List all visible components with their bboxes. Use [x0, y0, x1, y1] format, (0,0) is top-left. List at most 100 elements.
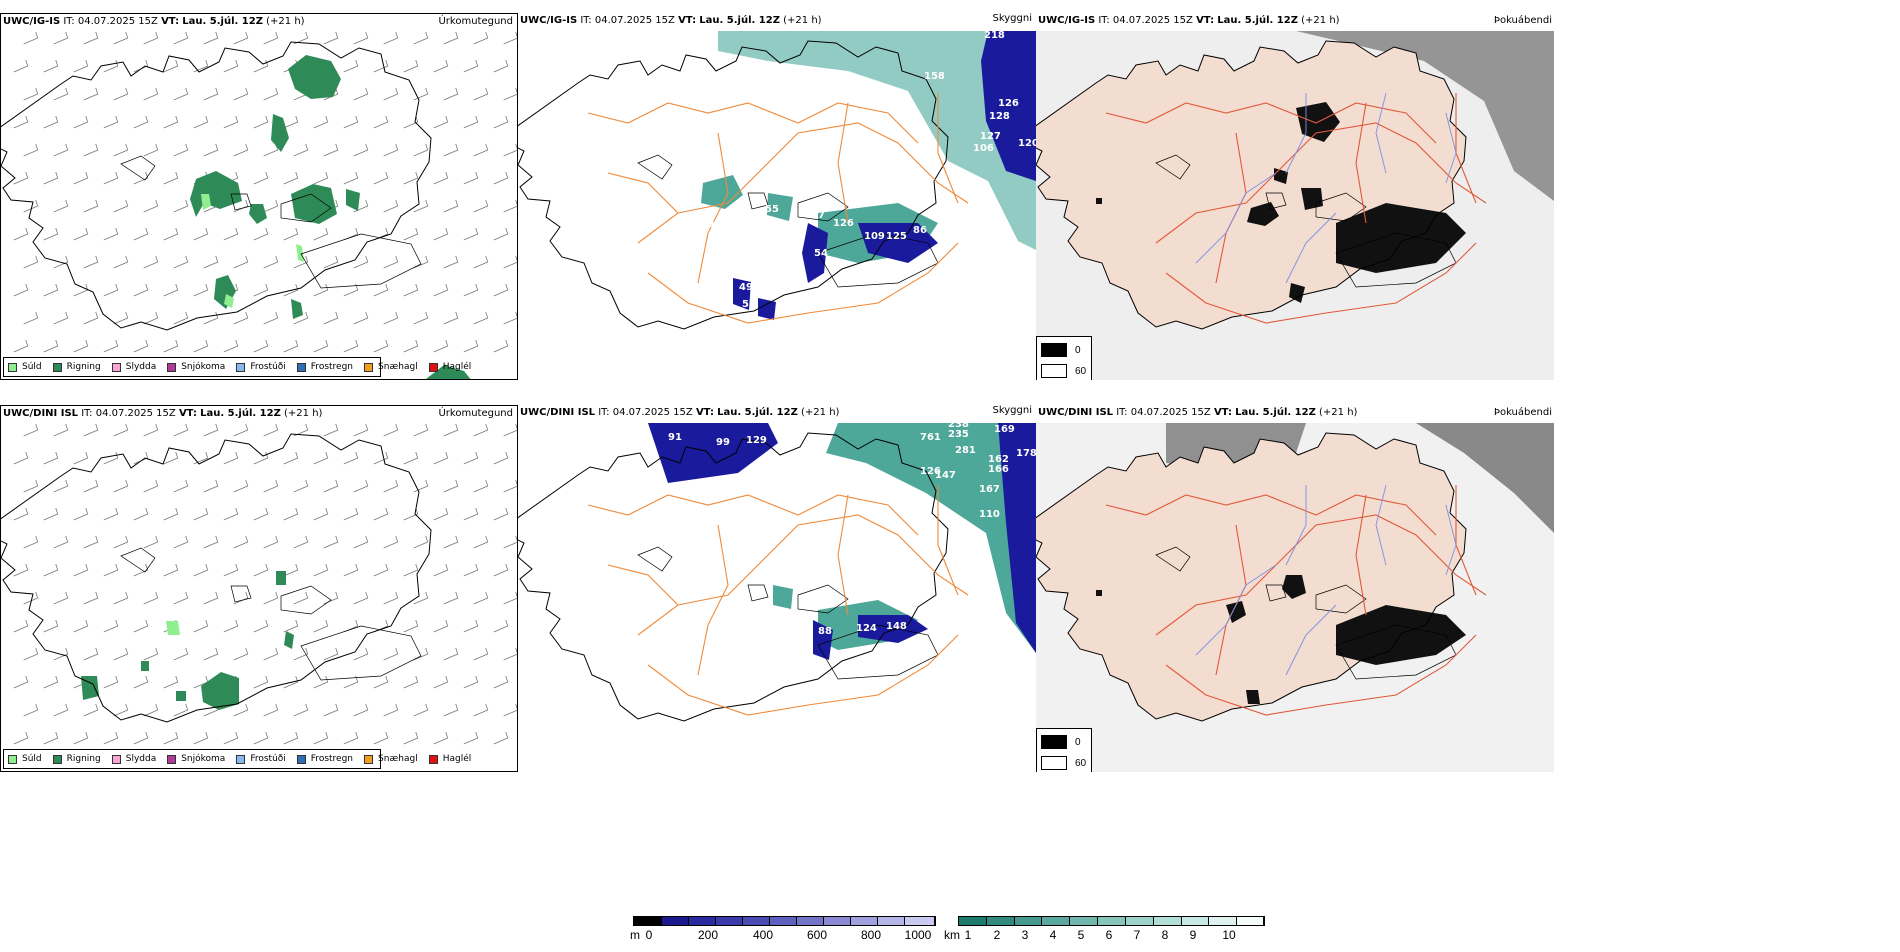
- wind-barb: [503, 87, 517, 101]
- wind-barb: [283, 171, 299, 185]
- wind-barb: [503, 31, 517, 45]
- wind-barb: [383, 199, 399, 213]
- wind-barb: [23, 31, 39, 45]
- wind-barb: [103, 59, 119, 73]
- wind-barb: [263, 255, 279, 269]
- wind-barb: [13, 115, 29, 129]
- wind-barb: [83, 87, 99, 101]
- wind-barb: [143, 255, 159, 269]
- wind-barb: [133, 283, 149, 297]
- wind-barb: [223, 115, 239, 129]
- panel-title: Þokuábendi: [1493, 407, 1552, 418]
- wind-barb: [263, 647, 279, 661]
- wind-barb: [203, 31, 219, 45]
- wind-barb: [13, 451, 29, 465]
- wind-barb: [373, 731, 389, 745]
- visibility-fields: [701, 31, 1036, 320]
- wind-barb: [133, 115, 149, 129]
- wind-barb: [203, 423, 219, 437]
- wind-barb: [103, 563, 119, 577]
- tick-label: 3: [1021, 928, 1029, 942]
- wind-barb: [143, 87, 159, 101]
- wind-barbs: [13, 423, 517, 745]
- wind-barb: [143, 423, 159, 437]
- wind-barb: [493, 171, 509, 185]
- wind-barb: [473, 591, 489, 605]
- wind-barb: [163, 675, 179, 689]
- wind-barb: [73, 115, 89, 129]
- wind-barb: [113, 87, 129, 101]
- wind-barb: [13, 171, 29, 185]
- map-canvas: [1036, 423, 1554, 772]
- wind-barb: [283, 227, 299, 241]
- wind-barb: [163, 283, 179, 297]
- legend-item: Rigning: [52, 362, 101, 372]
- wind-barb: [263, 535, 279, 549]
- wind-barb: [433, 451, 449, 465]
- wind-barb: [413, 535, 429, 549]
- wind-barb: [263, 143, 279, 157]
- wind-barb: [73, 339, 89, 353]
- wind-barb: [113, 199, 129, 213]
- wind-barb: [23, 143, 39, 157]
- wind-barb: [443, 87, 459, 101]
- legend-item: Snjókoma: [167, 362, 225, 372]
- wind-barb: [413, 423, 429, 437]
- wind-barb: [343, 171, 359, 185]
- wind-barb: [73, 171, 89, 185]
- wind-barb: [433, 563, 449, 577]
- wind-barb: [143, 199, 159, 213]
- wind-barb: [173, 535, 189, 549]
- wind-barb: [143, 311, 159, 325]
- legend-item: Súld: [8, 362, 42, 372]
- wind-barb: [373, 451, 389, 465]
- wind-barb: [323, 591, 339, 605]
- wind-barb: [23, 591, 39, 605]
- wind-barb: [373, 115, 389, 129]
- wind-barb: [323, 311, 339, 325]
- wind-barb: [143, 647, 159, 661]
- wind-barb: [263, 311, 279, 325]
- panel-header: UWC/IG-IS IT: 04.07.2025 15Z VT: Lau. 5.…: [3, 16, 305, 27]
- wind-barb: [253, 731, 269, 745]
- wind-barb: [413, 647, 429, 661]
- wind-barb: [233, 199, 249, 213]
- wind-barb: [173, 255, 189, 269]
- wind-barb: [323, 647, 339, 661]
- wind-barb: [23, 479, 39, 493]
- wind-barb: [293, 423, 309, 437]
- wind-barb: [353, 703, 369, 717]
- wind-barb: [433, 283, 449, 297]
- wind-barb: [263, 591, 279, 605]
- wind-barb: [43, 451, 59, 465]
- wind-barb: [343, 563, 359, 577]
- ceiling-label: 162: [988, 454, 1009, 465]
- wind-barb: [263, 87, 279, 101]
- wind-barb: [13, 507, 29, 521]
- wind-barb: [353, 199, 369, 213]
- wind-barb: [283, 283, 299, 297]
- drizzle-areas: [166, 621, 180, 635]
- wind-barb: [43, 619, 59, 633]
- wind-barb: [443, 535, 459, 549]
- wind-barb: [493, 731, 509, 745]
- wind-barb: [443, 591, 459, 605]
- wind-barb: [293, 479, 309, 493]
- wind-barb: [83, 423, 99, 437]
- wind-barb: [353, 31, 369, 45]
- wind-barb: [113, 647, 129, 661]
- wind-barb: [113, 703, 129, 717]
- wind-barb: [353, 591, 369, 605]
- wind-barb: [323, 31, 339, 45]
- wind-barb: [43, 227, 59, 241]
- wind-barb: [203, 255, 219, 269]
- wind-barb: [373, 171, 389, 185]
- wind-barb: [373, 563, 389, 577]
- wind-barb: [283, 619, 299, 633]
- ceiling-label: 128: [989, 111, 1010, 122]
- wind-barb: [383, 31, 399, 45]
- wind-barb: [343, 675, 359, 689]
- wind-barb: [53, 703, 69, 717]
- wind-barb: [193, 563, 209, 577]
- wind-barb: [403, 619, 419, 633]
